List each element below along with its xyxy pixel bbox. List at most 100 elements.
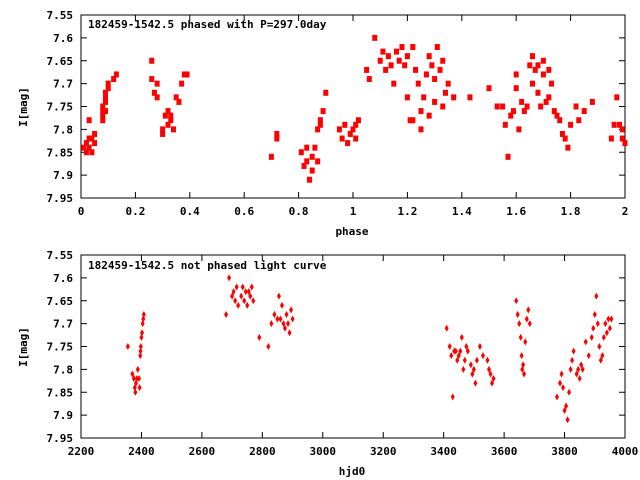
data-point — [449, 352, 454, 360]
unphased-x-tick-label: 3000 — [310, 445, 337, 458]
data-point — [135, 365, 140, 373]
data-point — [490, 379, 495, 387]
data-point — [622, 140, 628, 147]
data-point — [309, 153, 315, 160]
data-point — [353, 121, 359, 128]
data-point — [423, 71, 429, 78]
unphased-y-tick-label: 7.6 — [53, 272, 73, 285]
data-point — [514, 297, 519, 305]
data-point — [500, 103, 506, 110]
data-point — [526, 306, 531, 314]
unphased-y-tick-label: 7.65 — [47, 295, 74, 308]
data-point — [92, 130, 98, 137]
data-point — [160, 130, 166, 137]
data-point — [102, 94, 108, 101]
data-point — [410, 117, 416, 124]
data-point — [181, 71, 187, 78]
data-point — [459, 333, 464, 341]
phased-y-tick-label: 7.95 — [47, 192, 74, 205]
data-point — [595, 320, 600, 328]
phased-x-tick-label: 0.6 — [234, 205, 254, 218]
phased-data-points — [81, 34, 628, 183]
data-point — [141, 315, 146, 323]
data-point — [81, 144, 87, 151]
data-point — [283, 324, 287, 332]
phased-y-tick-label: 7.55 — [47, 9, 74, 22]
data-point — [301, 162, 307, 169]
phased-x-tick-label: 1.4 — [452, 205, 472, 218]
data-point — [170, 126, 176, 133]
data-point — [521, 361, 526, 369]
data-point — [388, 62, 394, 69]
data-point — [530, 80, 536, 87]
data-point — [546, 94, 552, 101]
phased-y-tick-label: 7.65 — [47, 55, 74, 68]
data-point — [131, 375, 136, 383]
data-point — [410, 44, 416, 51]
data-point — [524, 315, 529, 323]
data-point — [589, 333, 594, 341]
data-point — [473, 379, 478, 387]
unphased-x-tick-label: 3400 — [430, 445, 457, 458]
data-point — [138, 347, 143, 355]
data-point — [594, 292, 599, 300]
data-point — [455, 356, 460, 364]
data-point — [571, 347, 576, 355]
data-point — [312, 144, 318, 151]
data-point — [434, 44, 440, 51]
data-point — [486, 85, 492, 92]
unphased-y-tick-label: 7.95 — [47, 432, 74, 445]
data-point — [281, 320, 286, 328]
data-point — [530, 53, 536, 60]
data-point — [579, 361, 584, 369]
data-point — [383, 66, 389, 73]
data-point — [600, 352, 605, 360]
data-point — [574, 370, 579, 378]
data-point — [154, 94, 160, 101]
phased-y-tick-label: 7.9 — [53, 169, 73, 182]
data-point — [540, 71, 546, 78]
data-point — [555, 393, 559, 401]
data-point — [453, 347, 458, 355]
data-point — [606, 315, 611, 323]
unphased-data-points — [125, 274, 614, 424]
data-point — [227, 274, 232, 282]
data-point — [540, 57, 546, 64]
data-point — [535, 89, 541, 96]
data-point — [306, 176, 312, 183]
data-point — [173, 94, 179, 101]
data-point — [179, 80, 185, 87]
data-point — [440, 57, 446, 64]
data-point — [372, 34, 378, 41]
unphased-y-tick-label: 7.75 — [47, 341, 74, 354]
data-point — [275, 315, 280, 323]
data-point — [89, 135, 95, 142]
data-point — [451, 94, 457, 101]
data-point — [468, 361, 473, 369]
data-point — [268, 153, 274, 160]
phased-x-tick-label: 0.4 — [180, 205, 200, 218]
data-point — [242, 297, 247, 305]
data-point — [413, 66, 419, 73]
data-point — [404, 94, 410, 101]
data-point — [249, 283, 254, 291]
data-point — [567, 388, 572, 396]
data-point — [274, 130, 280, 137]
data-point — [149, 57, 155, 64]
data-point — [339, 135, 345, 142]
data-point — [447, 343, 452, 350]
phased-x-tick-label: 2 — [622, 205, 629, 218]
data-point — [561, 384, 566, 392]
data-point — [519, 98, 525, 105]
data-point — [565, 144, 571, 151]
data-point — [230, 292, 235, 300]
data-point — [160, 126, 166, 133]
data-point — [184, 71, 190, 78]
data-point — [549, 80, 555, 87]
data-point — [347, 130, 353, 137]
data-point — [505, 153, 511, 160]
unphased-x-tick-label: 2400 — [128, 445, 155, 458]
data-point — [477, 343, 482, 350]
data-point — [577, 375, 582, 383]
data-point — [100, 117, 106, 124]
